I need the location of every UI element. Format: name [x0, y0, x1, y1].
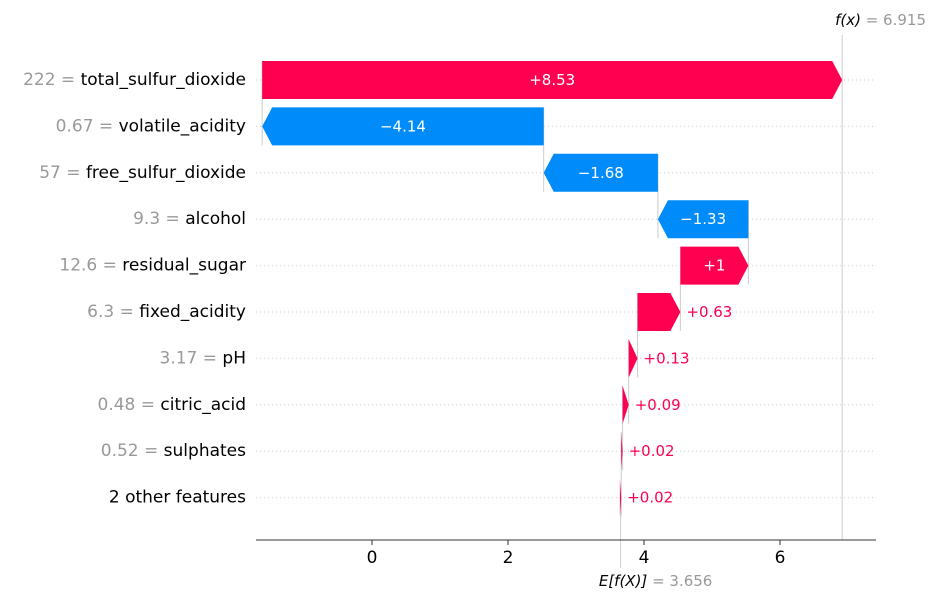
feature-label: 6.3 = fixed_acidity [87, 302, 246, 322]
efx-equals: = [647, 572, 669, 590]
feature-name: sulphates [164, 441, 246, 461]
x-tick-label: 4 [639, 548, 650, 568]
feature-value: 0.67 [56, 116, 94, 136]
feature-value: 222 [23, 70, 55, 90]
contribution-bars: +8.53 −4.14 −1.68 −1.33 +1 +0.63 +0.13 +0.09 +0.… [262, 61, 843, 517]
contribution-bar [262, 61, 843, 99]
contribution-value-label: +0.02 [627, 489, 673, 507]
feature-equals: = [114, 302, 139, 322]
feature-label: 2 other features [109, 488, 246, 508]
feature-label: 0.67 = volatile_acidity [56, 116, 246, 136]
fx-value-label: f(x) = 6.915 [835, 11, 926, 29]
x-axis: 0 2 4 6 [256, 539, 876, 568]
feature-value: 57 [39, 163, 61, 183]
feature-value: 12.6 [59, 256, 97, 276]
contribution-value-label: +0.13 [644, 349, 690, 367]
feature-name: fixed_acidity [139, 302, 246, 322]
contribution-value-label: +0.63 [686, 303, 732, 321]
contribution-value-label: −1.68 [578, 164, 624, 182]
expected-value-annotation: E[f(X)] = 3.656 [599, 572, 713, 590]
feature-name: 2 other features [109, 488, 246, 508]
efx-prefix: E[f(X)] [599, 572, 648, 590]
feature-name: alcohol [185, 209, 246, 229]
feature-label: 57 = free_sulfur_dioxide [39, 163, 246, 183]
feature-equals: = [139, 441, 164, 461]
feature-value: 0.52 [101, 441, 139, 461]
x-tick-label: 2 [503, 548, 514, 568]
feature-value: 0.48 [98, 395, 136, 415]
contribution-bar [262, 107, 544, 146]
contribution-value-label: +8.53 [529, 71, 575, 89]
feature-equals: = [97, 256, 122, 276]
feature-equals: = [56, 70, 81, 90]
feature-value: 9.3 [133, 209, 160, 229]
feature-equals: = [197, 348, 222, 368]
feature-label: 0.52 = sulphates [101, 441, 246, 461]
feature-label: 3.17 = pH [160, 348, 247, 368]
fx-number: 6.915 [883, 11, 926, 29]
feature-equals: = [135, 395, 160, 415]
efx-number: 3.656 [669, 572, 712, 590]
feature-equals: = [160, 209, 185, 229]
contribution-value-label: −1.33 [680, 210, 726, 228]
contribution-bar [621, 432, 623, 471]
feature-name: total_sulfur_dioxide [81, 70, 246, 90]
contribution-bar [622, 385, 629, 424]
expected-value-label: E[f(X)] = 3.656 [599, 572, 713, 590]
feature-value: 6.3 [87, 302, 114, 322]
x-tick-label: 0 [367, 548, 378, 568]
contribution-bar [619, 478, 622, 517]
feature-name: citric_acid [160, 395, 246, 415]
feature-labels: 222 = total_sulfur_dioxide 0.67 = volatil… [23, 70, 246, 508]
feature-name: volatile_acidity [119, 116, 246, 136]
contribution-value-label: +0.02 [629, 442, 675, 460]
feature-name: free_sulfur_dioxide [86, 163, 246, 183]
fx-equals: = [861, 11, 883, 29]
feature-value: 3.17 [160, 348, 198, 368]
feature-name: residual_sugar [122, 256, 246, 276]
contribution-bar [543, 153, 658, 192]
contribution-bar [628, 339, 638, 378]
feature-name: pH [222, 348, 246, 368]
contribution-value-label: −4.14 [380, 117, 426, 135]
feature-label: 222 = total_sulfur_dioxide [23, 70, 246, 90]
contribution-value-label: +1 [703, 257, 725, 275]
x-tick-label: 6 [775, 548, 786, 568]
feature-equals: = [61, 163, 86, 183]
feature-label: 12.6 = residual_sugar [59, 256, 246, 276]
contribution-value-label: +0.09 [635, 396, 681, 414]
feature-label: 9.3 = alcohol [133, 209, 246, 229]
contribution-bar [637, 293, 681, 331]
fx-annotation: f(x) = 6.915 [835, 11, 926, 29]
contribution-bar [680, 246, 749, 285]
fx-prefix: f(x) [835, 11, 861, 29]
contribution-bar [657, 200, 749, 239]
feature-equals: = [94, 116, 119, 136]
feature-label: 0.48 = citric_acid [98, 395, 247, 415]
